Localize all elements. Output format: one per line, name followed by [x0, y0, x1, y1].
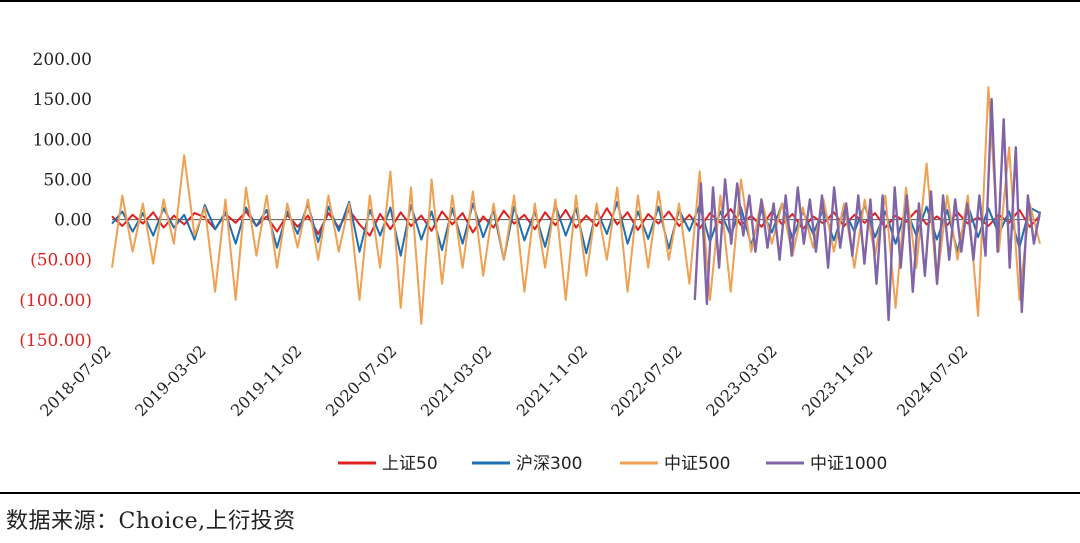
legend-label: 中证500 [664, 454, 730, 474]
x-tick-label: 2019-03-02 [131, 341, 210, 420]
x-tick-label: 2019-11-02 [227, 341, 306, 420]
y-tick-label: (150.00) [19, 331, 92, 351]
y-tick-label: 200.00 [33, 50, 92, 70]
chart-frame: 200.00 150.00 100.00 50.00 0.00 (50.00) (100.0… [0, 0, 1080, 494]
y-tick-label: 0.00 [54, 211, 92, 231]
legend: 上证50 沪深300 中证500 中证1000 [338, 454, 887, 474]
legend-label: 中证1000 [810, 454, 887, 474]
series-lines [111, 86, 1042, 325]
x-tick-label: 2020-07-02 [322, 341, 401, 420]
y-axis: 200.00 150.00 100.00 50.00 0.00 (50.00) (100.0… [19, 50, 92, 351]
source-note: 数据来源：Choice,上衍投资 [6, 509, 296, 534]
legend-label: 上证50 [382, 454, 438, 474]
series-line-3 [111, 86, 1041, 325]
line-chart: 200.00 150.00 100.00 50.00 0.00 (50.00) (100.0… [19, 50, 1042, 474]
x-axis: 2018-07-02 2019-03-02 2019-11-02 2020-07-02… [36, 341, 972, 420]
x-tick-label: 2024-07-02 [893, 341, 972, 420]
y-tick-label: 100.00 [33, 130, 92, 150]
x-tick-label: 2021-11-02 [513, 341, 592, 420]
legend-label: 沪深300 [516, 454, 582, 474]
x-tick-label: 2023-11-02 [798, 341, 877, 420]
series-line-2 [111, 200, 1041, 261]
y-tick-label: (50.00) [30, 251, 92, 271]
x-tick-label: 2022-07-02 [607, 341, 686, 420]
x-tick-label: 2021-03-02 [417, 341, 496, 420]
series-line-4 [693, 97, 1042, 322]
y-tick-label: 150.00 [33, 90, 92, 110]
y-tick-label: 50.00 [43, 170, 92, 190]
y-tick-label: (100.00) [19, 291, 92, 311]
x-tick-label: 2023-03-02 [702, 341, 781, 420]
x-tick-label: 2018-07-02 [36, 341, 115, 420]
